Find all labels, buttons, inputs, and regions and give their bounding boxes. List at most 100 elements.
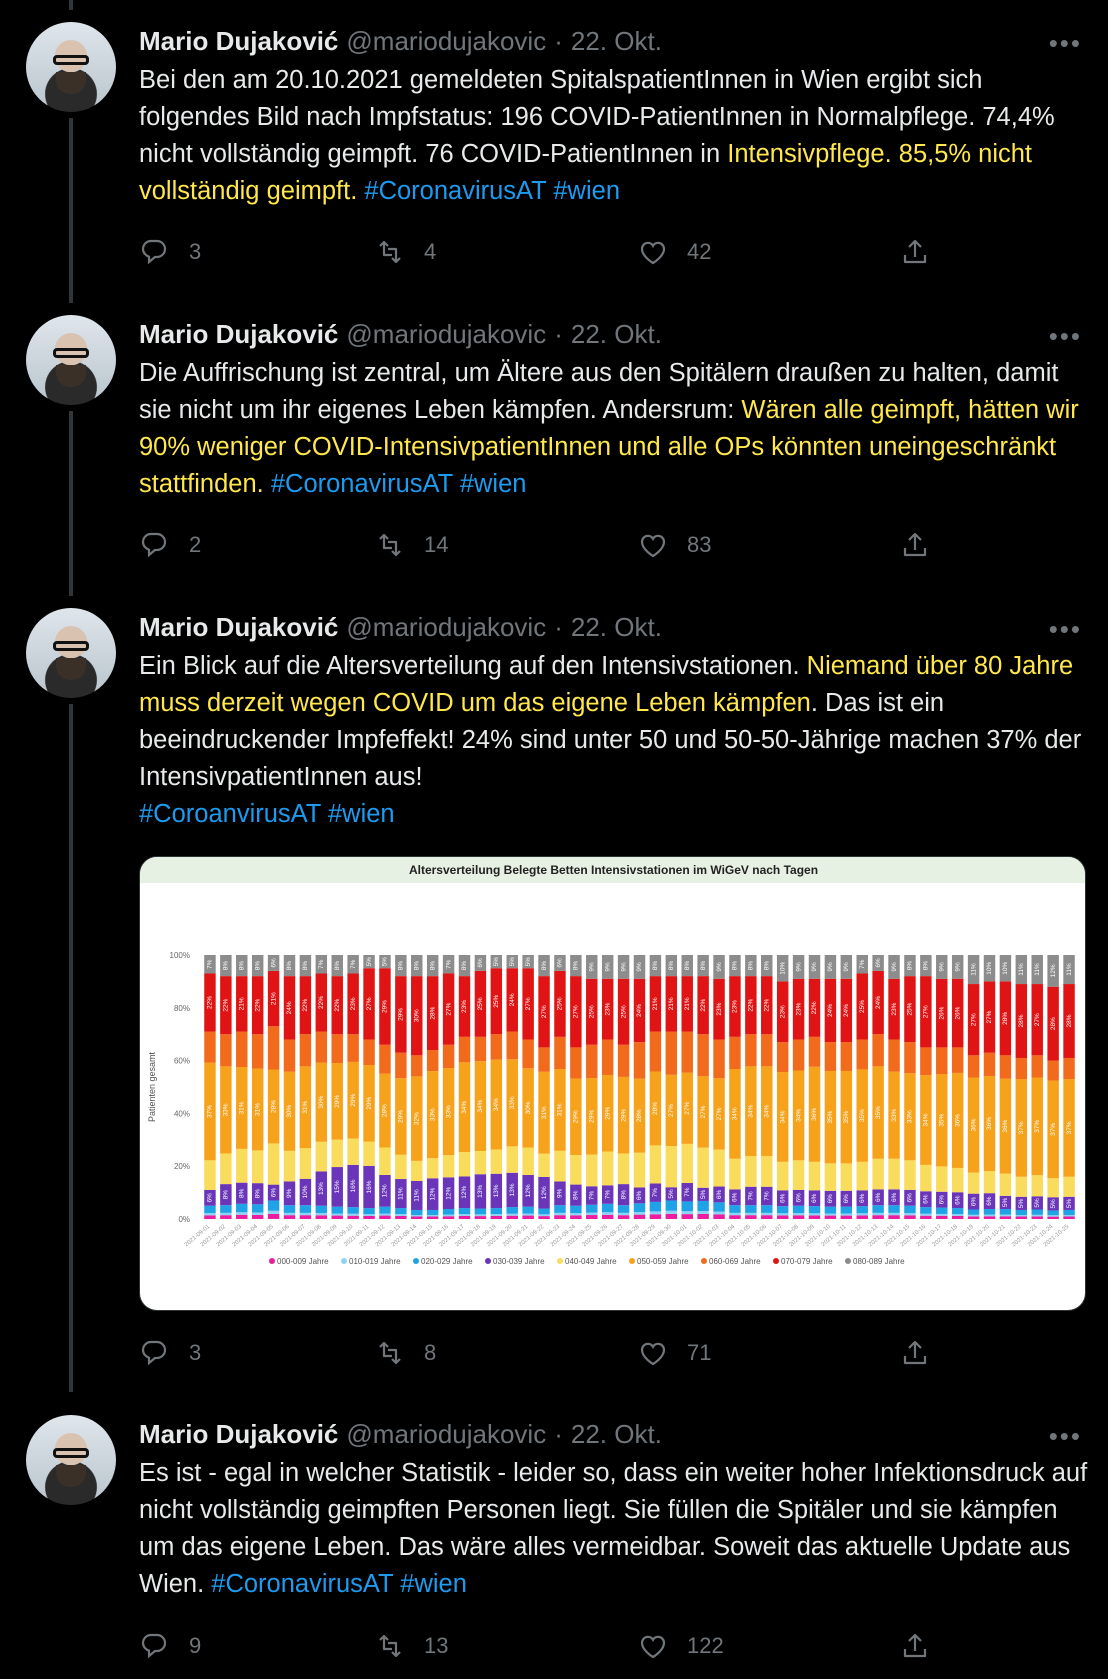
reply-button[interactable]: 2: [139, 525, 201, 565]
bar-segment-010-019-jahre: [840, 1213, 853, 1216]
data-label: 24%: [875, 996, 882, 1009]
author-handle[interactable]: @mariodujakovic: [346, 25, 547, 56]
bar-segment-080-089-jahre: [920, 955, 932, 977]
legend-swatch: [557, 1258, 563, 1264]
hashtag-link[interactable]: #CoronavirusAT: [270, 470, 453, 498]
author-name[interactable]: Mario Dujaković: [139, 1418, 339, 1449]
data-label: 21%: [238, 997, 245, 1010]
bar-segment-050-059-jahre: [681, 1072, 693, 1144]
bar-segment-040-049-jahre: [204, 1160, 216, 1190]
bar-segment-000-009-jahre: [1015, 1216, 1028, 1219]
hashtag-link[interactable]: #wien: [459, 470, 527, 498]
avatar[interactable]: [26, 1415, 116, 1505]
share-icon: [903, 1633, 927, 1658]
more-icon[interactable]: •••: [1048, 614, 1082, 644]
data-label: 25%: [493, 994, 500, 1007]
reply-button[interactable]: 3: [139, 1333, 201, 1373]
bar-segment-050-059-jahre: [872, 1066, 884, 1159]
chart-bar: 8% 27% 31% 12%: [538, 955, 550, 1219]
bar-segment-000-009-jahre: [474, 1216, 487, 1219]
separator-dot: ·: [554, 1418, 563, 1449]
bar-segment-000-009-jahre: [283, 1215, 296, 1219]
bar-segment-010-019-jahre: [649, 1211, 662, 1215]
hashtag-link[interactable]: #wien: [553, 177, 621, 205]
chart-bar: 5% 29% 28% 12%: [379, 955, 391, 1219]
bar-segment-050-059-jahre: [283, 1071, 296, 1151]
author-handle[interactable]: @mariodujakovic: [346, 611, 547, 642]
chart-bar: 7% 22% 30% 13%: [315, 955, 328, 1219]
tweet-date[interactable]: 22. Okt.: [570, 611, 662, 642]
share-button[interactable]: [899, 1626, 949, 1666]
author-name[interactable]: Mario Dujaković: [139, 25, 339, 56]
bar-segment-040-049-jahre: [299, 1148, 312, 1179]
tweet-date[interactable]: 22. Okt.: [570, 1418, 662, 1449]
like-button[interactable]: 122: [637, 1626, 724, 1666]
bar-segment-080-089-jahre: [442, 955, 455, 974]
data-label: 9%: [588, 962, 595, 972]
like-button[interactable]: 83: [637, 525, 711, 565]
like-button[interactable]: 71: [637, 1333, 711, 1373]
tweet[interactable]: Mario Dujaković @mariodujakovic · 22. Ok…: [0, 586, 1108, 876]
bar-segment-020-029-jahre: [824, 1206, 837, 1214]
author-name[interactable]: Mario Dujaković: [139, 611, 339, 642]
author-handle[interactable]: @mariodujakovic: [346, 1418, 547, 1449]
tweet[interactable]: Mario Dujaković @mariodujakovic · 22. Ok…: [0, 0, 1108, 290]
bar-segment-080-089-jahre: [872, 955, 884, 971]
bar-segment-080-089-jahre: [1047, 955, 1059, 987]
more-icon[interactable]: •••: [1048, 28, 1082, 58]
retweet-count: 8: [424, 1340, 437, 1365]
legend-label: 030-039 Jahre: [493, 1257, 545, 1266]
bar-segment-060-069-jahre: [299, 1034, 312, 1067]
data-label: 21%: [668, 997, 675, 1010]
share-button[interactable]: [899, 525, 949, 565]
data-label: 29%: [334, 1095, 341, 1108]
tweet[interactable]: Mario Dujaković @mariodujakovic · 22. Ok…: [0, 1393, 1108, 1679]
avatar[interactable]: [26, 315, 116, 405]
data-label: 27%: [1034, 1013, 1041, 1026]
bar-segment-030-039-jahre: [299, 1178, 312, 1206]
retweet-button[interactable]: 8: [374, 1333, 436, 1373]
author-name[interactable]: Mario Dujaković: [139, 318, 339, 349]
author-handle[interactable]: @mariodujakovic: [346, 318, 547, 349]
bar-segment-020-029-jahre: [745, 1205, 757, 1213]
bar-segment-040-049-jahre: [617, 1153, 630, 1185]
bar-segment-010-019-jahre: [395, 1214, 407, 1216]
data-label: 6%: [827, 1194, 834, 1204]
more-icon[interactable]: •••: [1048, 1421, 1082, 1451]
data-label: 34%: [779, 1110, 786, 1123]
tweet[interactable]: Mario Dujaković @mariodujakovic · 22. Ok…: [0, 293, 1108, 583]
bar-segment-070-079-jahre: [363, 968, 375, 1040]
tweet-date[interactable]: 22. Okt.: [570, 25, 662, 56]
tweet-date[interactable]: 22. Okt.: [570, 318, 662, 349]
like-button[interactable]: 42: [637, 232, 711, 272]
bar-segment-060-069-jahre: [506, 1031, 518, 1060]
retweet-button[interactable]: 4: [374, 232, 436, 272]
chart-bar: 8% 22% 34% 7%: [745, 955, 757, 1219]
reply-button[interactable]: 9: [139, 1626, 201, 1666]
retweet-button[interactable]: 13: [374, 1626, 448, 1666]
retweet-button[interactable]: 14: [374, 525, 448, 565]
data-label: 9%: [620, 962, 627, 972]
data-label: 28%: [636, 1109, 643, 1122]
reply-button[interactable]: 3: [139, 232, 201, 272]
more-icon[interactable]: •••: [1048, 321, 1082, 351]
chart-bar: 11% 28% 37% 5%: [1063, 955, 1075, 1219]
hashtag-link[interactable]: #wien: [400, 1570, 467, 1598]
avatar[interactable]: [26, 608, 116, 698]
hashtag-link[interactable]: #wien: [327, 800, 395, 828]
data-label: 8%: [302, 961, 309, 971]
reply-icon: [141, 532, 167, 558]
data-label: 5%: [1018, 1198, 1025, 1208]
hashtag-link[interactable]: #CoronavirusAT: [364, 177, 547, 205]
tweet-media-chart[interactable]: Altersverteilung Belegte Betten Intensiv…: [139, 856, 1086, 1311]
bar-segment-040-049-jahre: [458, 1152, 471, 1177]
hashtag-link[interactable]: #CoroanvirusAT: [139, 800, 321, 828]
bar-segment-020-029-jahre: [808, 1206, 821, 1214]
bar-segment-030-039-jahre: [283, 1181, 296, 1206]
text-segment: Ein Blick auf die Altersverteilung auf d…: [139, 652, 807, 680]
hashtag-link[interactable]: #CoronavirusAT: [211, 1570, 394, 1598]
share-button[interactable]: [899, 1333, 949, 1373]
bar-segment-000-009-jahre: [713, 1214, 725, 1219]
avatar[interactable]: [26, 22, 116, 112]
share-button[interactable]: [899, 232, 949, 272]
